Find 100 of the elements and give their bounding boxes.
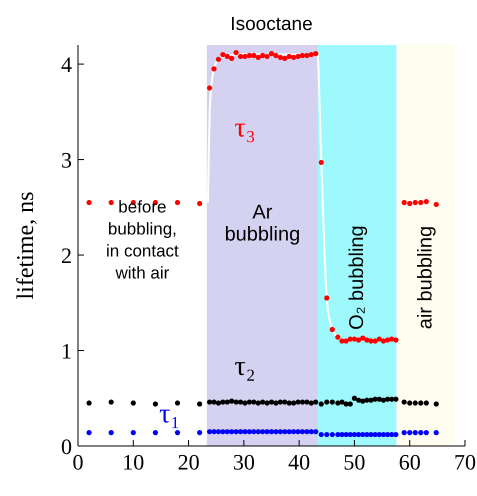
series-label: τ₂ [234,351,256,382]
point [278,399,283,405]
point [174,400,180,406]
point [424,198,429,204]
band-label: air bubbling [414,226,437,330]
point [211,429,217,434]
point [256,429,261,434]
chart-title: Isooctane [230,14,313,35]
point [224,399,230,405]
point [282,56,288,61]
point [385,337,390,343]
x-tick-label: 50 [343,450,366,475]
y-tick-label: 3 [61,147,72,172]
point [300,52,306,58]
series-label: τ₁ [159,398,180,430]
point [229,398,234,404]
point [174,430,180,436]
point [260,399,266,405]
x-tick-label: 10 [122,450,144,475]
point [108,200,114,206]
point [282,429,288,434]
point [372,338,378,344]
x-tick-label: 20 [178,450,200,475]
point [256,54,261,60]
point [238,54,244,60]
point [324,295,330,301]
point [211,399,217,405]
point [376,336,382,342]
point [407,430,412,436]
point [434,401,439,407]
point [224,54,230,60]
point [344,338,349,344]
point [402,430,407,436]
band-label: Ar bubbling [224,201,300,246]
point [304,429,310,434]
point [197,401,202,407]
y-axis-title: lifetime, ns [13,192,39,300]
y-tick-label: 1 [61,338,72,364]
point [286,429,292,434]
point [286,54,292,60]
point [273,400,279,406]
point [130,430,136,436]
point [256,400,261,406]
point [86,200,92,206]
x-tick-label: 30 [232,450,255,475]
point [424,430,429,436]
point [434,202,439,208]
point [324,399,330,405]
point [152,401,158,407]
point [216,56,222,62]
point [348,401,353,407]
point [286,400,292,406]
point [295,54,301,60]
point [246,429,252,434]
point [300,399,306,405]
point [360,398,366,404]
point [229,429,234,434]
point [330,399,335,405]
point [229,56,234,61]
point [291,400,296,406]
point [152,430,158,436]
point [238,429,244,434]
point [206,85,212,91]
point [313,429,318,434]
point [108,430,114,436]
point [393,432,398,438]
y-tick-label: 2 [61,242,72,268]
point [407,200,412,206]
point [242,429,248,434]
point [308,400,314,406]
point [434,430,439,436]
point [389,396,394,402]
point [108,399,114,405]
point [318,160,324,166]
point [268,399,274,405]
point [313,50,318,56]
point [264,54,270,60]
point [130,400,136,406]
series-label: τ₃ [234,112,256,144]
point [86,400,92,406]
point [273,429,279,434]
point [313,399,318,405]
point [234,429,239,434]
point [224,429,230,434]
point [295,429,301,434]
point [308,52,314,58]
point [324,432,330,438]
point [260,429,266,434]
point [304,399,310,405]
point [356,337,362,343]
point [246,52,252,58]
point [335,334,340,340]
point [318,401,324,407]
point [220,399,226,405]
annotation: before bubbling, in contact with air [106,198,180,282]
point [273,52,279,58]
point [197,430,202,436]
point [402,399,407,405]
point [268,429,274,434]
y-tick-label: 4 [61,52,72,77]
